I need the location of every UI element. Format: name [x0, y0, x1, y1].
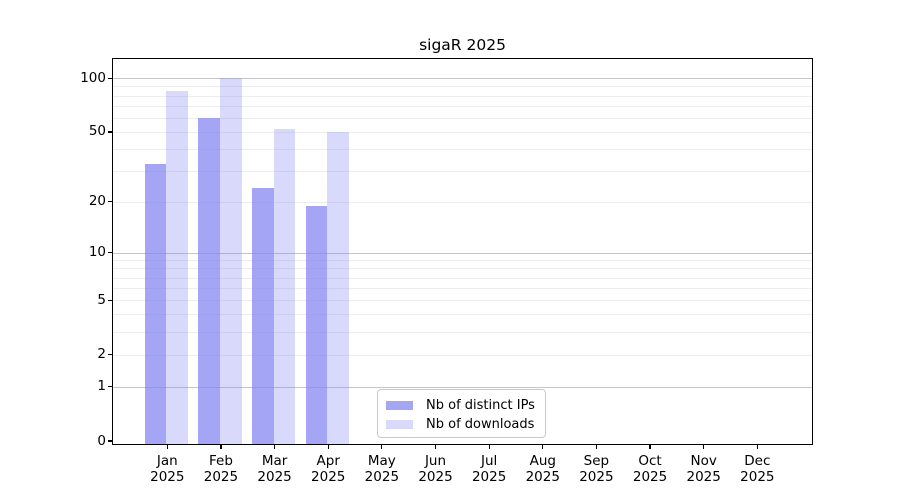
chart-title: sigaR 2025 [419, 36, 506, 54]
gridline-20 [113, 201, 813, 203]
x-tick-label-jul: Jul 2025 [471, 452, 507, 486]
x-tick-label-jan: Jan 2025 [150, 452, 185, 486]
legend-swatch-downloads [386, 419, 413, 430]
x-tick-sep [595, 444, 597, 450]
x-tick-jul [488, 444, 490, 450]
gridline-40 [113, 149, 813, 151]
y-tick-label-50: 50 [88, 123, 106, 140]
gridline-90 [113, 86, 813, 88]
legend-label-downloads: Nb of downloads [426, 416, 535, 432]
x-tick-apr [327, 444, 329, 450]
legend-item-downloads: Nb of downloads [386, 415, 545, 434]
gridline-2 [113, 354, 813, 356]
bar-downloads-jan [166, 90, 188, 445]
legend-label-distinct-ips: Nb of distinct IPs [426, 397, 535, 413]
plot-frame [112, 58, 814, 446]
x-tick-may [381, 444, 383, 450]
y-tick-label-0: 0 [97, 432, 106, 449]
x-tick-label-may: May 2025 [364, 452, 400, 486]
y-tick-label-5: 5 [97, 291, 106, 308]
gridline-4 [113, 314, 813, 316]
x-tick-label-dec: Dec 2025 [740, 452, 775, 486]
gridline-9 [113, 260, 813, 261]
gridline-100 [113, 78, 813, 80]
x-tick-oct [649, 444, 651, 450]
x-tick-label-apr: Apr 2025 [311, 452, 346, 486]
x-tick-jan [166, 444, 168, 450]
bar-distinct-ips-feb [198, 117, 220, 445]
x-tick-label-aug: Aug 2025 [525, 452, 560, 486]
bar-distinct-ips-mar [251, 187, 274, 445]
legend-item-distinct-ips: Nb of distinct IPs [386, 396, 545, 415]
gridline-30 [113, 171, 813, 173]
gridline-1 [113, 386, 813, 388]
y-tick-label-2: 2 [97, 346, 106, 363]
x-tick-nov [703, 444, 705, 450]
bar-distinct-ips-apr [305, 205, 328, 445]
x-tick-label-nov: Nov 2025 [686, 452, 721, 486]
y-tick-label-20: 20 [88, 193, 106, 210]
gridline-5 [113, 300, 813, 302]
x-tick-label-feb: Feb 2025 [203, 452, 239, 486]
gridline-3 [113, 332, 813, 334]
bar-downloads-feb [219, 78, 242, 445]
x-tick-feb [220, 444, 222, 450]
bar-downloads-apr [327, 131, 349, 445]
x-tick-label-sep: Sep 2025 [579, 452, 614, 486]
x-tick-label-mar: Mar 2025 [257, 452, 292, 486]
gridline-50 [113, 131, 813, 133]
gridline-80 [113, 95, 813, 97]
gridline-70 [113, 105, 813, 107]
gridline-6 [113, 288, 813, 290]
x-tick-label-oct: Oct 2025 [632, 452, 668, 486]
gridline-7 [113, 277, 813, 279]
x-tick-jun [434, 444, 437, 450]
bar-distinct-ips-jan [144, 163, 167, 445]
gridline-8 [113, 268, 813, 270]
x-tick-label-jun: Jun 2025 [418, 452, 453, 486]
gridline-60 [113, 117, 813, 119]
x-tick-dec [756, 444, 758, 450]
x-tick-aug [542, 444, 544, 450]
gridline-10 [113, 252, 813, 254]
bar-downloads-mar [273, 128, 296, 445]
legend-box: Nb of distinct IPs Nb of downloads [377, 388, 546, 438]
x-tick-mar [273, 444, 276, 450]
legend-swatch-distinct-ips [386, 400, 413, 411]
y-tick-label-100: 100 [80, 69, 106, 86]
plot-area [113, 60, 813, 445]
y-tick-label-10: 10 [88, 244, 106, 260]
y-tick-label-1: 1 [97, 378, 106, 394]
